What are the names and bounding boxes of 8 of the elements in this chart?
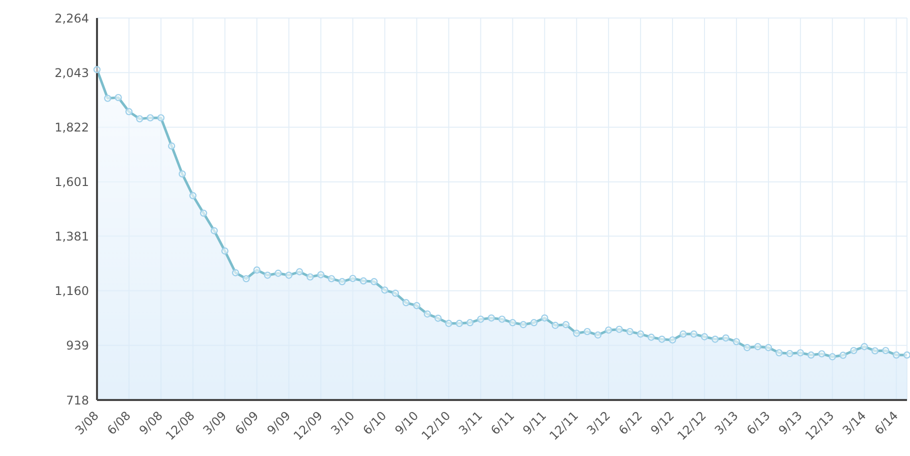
y-tick-label: 1,822 xyxy=(54,120,89,134)
y-tick-label: 1,601 xyxy=(54,175,89,190)
y-tick-label: 2,264 xyxy=(54,11,89,26)
y-tick-label: 1,381 xyxy=(54,229,89,244)
y-tick-label: 2,043 xyxy=(54,66,89,80)
y-tick-label: 1,160 xyxy=(54,284,89,298)
y-tick-label: 718 xyxy=(66,393,89,408)
y-tick-label: 939 xyxy=(66,338,89,353)
